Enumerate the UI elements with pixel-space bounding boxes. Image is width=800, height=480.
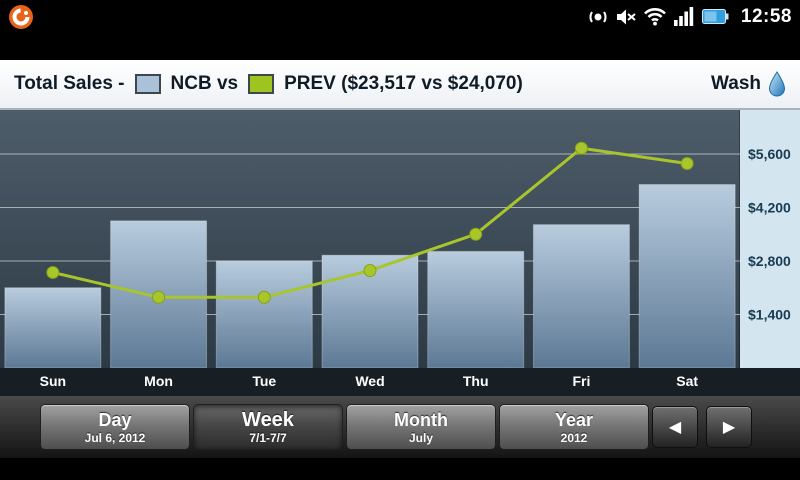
prev-arrow-icon: ◀ [668, 419, 682, 436]
chart-header: Total Sales - NCB vs PREV ($23,517 vs $2… [0, 60, 800, 110]
month-button-label: Month [394, 409, 448, 430]
ncb-bar-tue [215, 260, 313, 368]
week-button-sublabel: 7/1-7/7 [249, 430, 287, 445]
prev-point-tue [257, 290, 271, 304]
day-button-label: Day [98, 409, 132, 430]
department-label: Wash [711, 73, 761, 94]
status-clock: 12:58 [740, 5, 792, 27]
next-arrow-icon: ▶ [722, 419, 736, 436]
prev-legend-label: PREV ($23,517 vs $24,070) [284, 73, 523, 94]
year-button[interactable]: Year 2012 [499, 404, 649, 450]
prev-point-sun [46, 265, 60, 279]
ncb-bar-thu [427, 250, 525, 368]
status-bar: 12:58 [0, 0, 800, 33]
x-axis-label-wed: Wed [355, 373, 385, 389]
y-axis-tick-label: $2,800 [748, 253, 791, 269]
x-axis-label-mon: Mon [144, 373, 173, 389]
x-axis: Sun Mon Tue Wed Thu Fri Sat [0, 368, 800, 396]
y-axis-panel-edge [739, 110, 740, 368]
month-button-sublabel: July [408, 430, 433, 445]
period-nav: ◀ ▶ [652, 406, 752, 448]
x-axis-label-sat: Sat [676, 373, 699, 389]
page-title: Total Sales - [14, 73, 125, 94]
battery-icon [701, 9, 729, 24]
ncb-bar-sun [4, 287, 102, 368]
next-period-button[interactable]: ▶ [706, 406, 752, 448]
sales-chart: $1,400 $2,800 $4,200 $5,600 [0, 110, 800, 368]
day-button[interactable]: Day Jul 6, 2012 [40, 404, 190, 450]
ncb-bar-fri [532, 224, 630, 368]
x-axis-label-sun: Sun [39, 373, 67, 389]
x-axis-label-fri: Fri [572, 373, 591, 389]
department-selector[interactable]: Wash [711, 71, 786, 97]
time-range-controls: Day Jul 6, 2012 Week 7/1-7/7 Month July … [0, 396, 800, 458]
x-axis-labels: Sun Mon Tue Wed Thu Fri Sat [0, 368, 740, 396]
week-button[interactable]: Week 7/1-7/7 [193, 404, 343, 450]
y-axis-tick-label: $5,600 [748, 146, 791, 162]
prev-period-button[interactable]: ◀ [652, 406, 698, 448]
app-logo-icon [9, 4, 33, 29]
prev-point-fri [574, 141, 588, 155]
ncb-legend-swatch [134, 74, 161, 94]
chart-area: $1,400 $2,800 $4,200 $5,600 [0, 110, 800, 368]
mute-icon [616, 9, 636, 24]
prev-point-sat [680, 157, 694, 171]
bottom-strip [0, 458, 800, 480]
signal-icon [673, 7, 694, 26]
x-axis-label-tue: Tue [252, 373, 277, 389]
ncb-bar-sat [638, 184, 736, 368]
y-axis-tick-label: $4,200 [748, 199, 791, 215]
prev-legend-swatch [248, 74, 275, 94]
day-button-sublabel: Jul 6, 2012 [84, 430, 146, 445]
prev-point-wed [363, 264, 377, 278]
status-icons: 12:58 [588, 6, 792, 28]
prev-point-thu [469, 227, 483, 241]
volume-icon [589, 10, 607, 23]
y-axis-panel [740, 110, 800, 368]
wifi-icon [643, 8, 666, 26]
month-button[interactable]: Month July [346, 404, 496, 450]
ncb-legend-label: NCB vs [170, 73, 239, 94]
prev-point-mon [152, 290, 166, 304]
app-top-gap [0, 33, 800, 60]
water-drop-icon [768, 71, 786, 97]
y-axis-tick-label: $1,400 [748, 306, 791, 322]
x-axis-label-thu: Thu [462, 373, 489, 389]
year-button-sublabel: 2012 [560, 430, 588, 445]
week-button-label: Week [242, 408, 294, 431]
year-button-label: Year [554, 409, 594, 430]
